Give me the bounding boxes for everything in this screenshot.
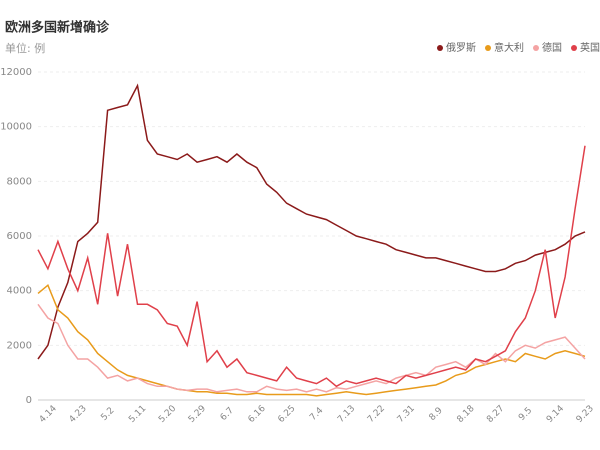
series-line <box>37 145 586 388</box>
x-tick-label: 9.23 <box>575 404 596 425</box>
x-tick-label: 5.11 <box>127 404 148 425</box>
legend-label: 意大利 <box>494 41 524 54</box>
x-tick-label: 4.14 <box>38 404 59 425</box>
x-tick-label: 7.13 <box>336 404 357 425</box>
x-tick-label: 8.18 <box>455 404 476 425</box>
x-tick-label: 9.5 <box>517 406 534 423</box>
y-tick-label: 6000 <box>7 231 32 242</box>
y-tick-label: 8000 <box>7 176 32 187</box>
legend-label: 俄罗斯 <box>446 41 476 54</box>
x-tick-label: 8.9 <box>428 406 445 423</box>
x-tick-label: 5.29 <box>187 404 208 425</box>
chart-title: 欧洲多国新增确诊 <box>5 20 110 36</box>
x-tick-label: 4.23 <box>68 404 89 425</box>
x-tick-label: 7.31 <box>396 404 417 425</box>
x-tick-label: 8.27 <box>485 404 506 425</box>
y-tick-label: 2000 <box>7 340 32 351</box>
x-tick-label: 7.4 <box>308 406 325 423</box>
legend-marker <box>571 45 577 51</box>
x-tick-label: 6.25 <box>276 404 297 425</box>
y-tick-label: 0 <box>26 395 32 406</box>
x-tick-label: 6.7 <box>219 406 236 423</box>
series-line <box>37 283 586 397</box>
y-tick-label: 4000 <box>7 286 32 297</box>
legend-label: 英国 <box>580 41 600 54</box>
x-tick-label: 9.14 <box>545 404 566 425</box>
x-tick-label: 5.20 <box>157 404 178 425</box>
legend-label: 德国 <box>542 41 562 54</box>
chart-subtitle: 单位: 例 <box>5 41 45 55</box>
y-tick-label: 12000 <box>0 67 32 78</box>
legend-marker <box>485 45 491 51</box>
legend-marker <box>437 45 443 51</box>
x-tick-label: 5.2 <box>99 406 116 423</box>
x-tick-label: 7.22 <box>366 404 387 425</box>
series-line <box>37 303 586 393</box>
y-tick-label: 10000 <box>0 122 32 133</box>
legend-marker <box>533 45 539 51</box>
x-tick-label: 6.16 <box>247 404 268 425</box>
series-line <box>37 83 586 360</box>
